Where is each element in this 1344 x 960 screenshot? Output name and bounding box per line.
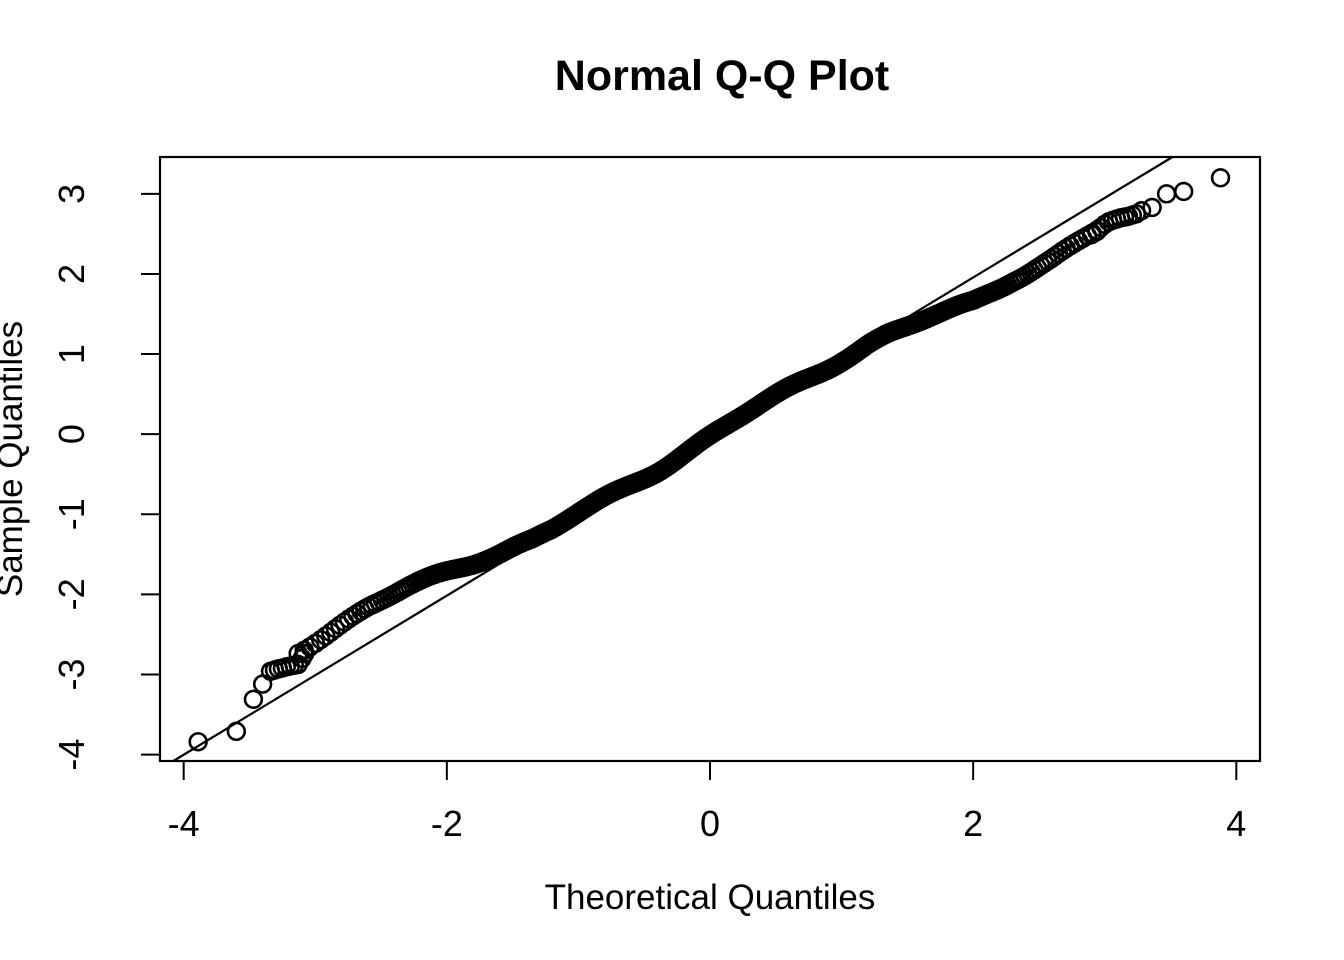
data-point — [188, 732, 208, 752]
y-tick-label: -4 — [51, 739, 92, 771]
y-tick-label: -1 — [51, 498, 92, 530]
x-tick-label: -2 — [431, 803, 463, 844]
data-point — [243, 689, 264, 710]
data-point — [1173, 181, 1194, 202]
x-tick-label: -4 — [168, 803, 200, 844]
y-axis-title: Sample Quantiles — [0, 321, 30, 597]
y-tick-label: -3 — [51, 658, 92, 690]
x-tick-label: 2 — [963, 803, 983, 844]
y-tick-label: -2 — [51, 578, 92, 610]
data-point — [1142, 197, 1162, 218]
axes: -4 -2 0 2 4 -4 -3 -2 -1 0 1 2 3 — [51, 184, 1246, 844]
plot-border — [158, 155, 1262, 763]
data-point — [1210, 168, 1231, 188]
y-tick-label: 1 — [51, 344, 92, 364]
data-point — [295, 643, 315, 664]
x-axis-title: Theoretical Quantiles — [545, 878, 876, 917]
data-points — [188, 168, 1231, 752]
y-tick-label: 2 — [51, 264, 92, 284]
y-tick-label: 0 — [51, 424, 92, 444]
y-tick-label: 3 — [51, 184, 92, 204]
x-tick-label: 4 — [1226, 803, 1246, 844]
x-tick-label: 0 — [700, 803, 720, 844]
data-point — [226, 721, 247, 742]
data-point — [1131, 200, 1152, 221]
chart-title: Normal Q-Q Plot — [555, 52, 889, 100]
